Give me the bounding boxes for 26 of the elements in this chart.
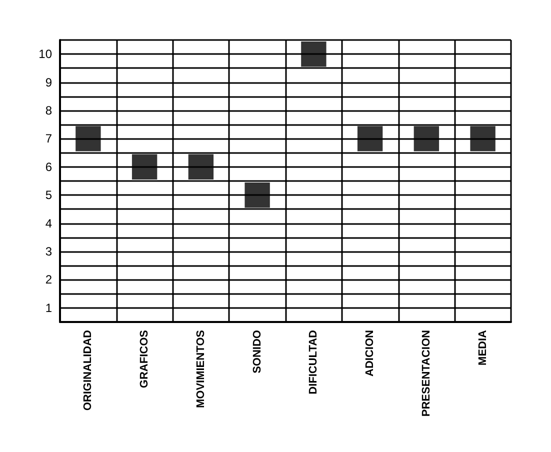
y-tick-label: 2 — [45, 272, 52, 287]
point — [470, 126, 496, 152]
x-tick-label: ADICION — [364, 330, 376, 376]
point — [132, 154, 158, 180]
point — [301, 42, 326, 67]
point — [76, 126, 101, 152]
point — [414, 126, 440, 152]
y-tick-label: 8 — [45, 104, 52, 118]
x-tick-label: ORIGINALIDAD — [82, 330, 94, 411]
y-tick-label: 10 — [38, 47, 52, 62]
y-tick-label: 7 — [45, 132, 52, 146]
y-tick-label: 3 — [45, 244, 52, 258]
y-tick-label: 5 — [45, 188, 52, 202]
x-tick-label: SONIDO — [251, 330, 264, 374]
x-tick-label: PRESENTACION — [420, 330, 432, 417]
y-tick-label: 4 — [45, 216, 52, 230]
x-tick-label: GRAFICOS — [138, 330, 151, 388]
y-tick-label: 9 — [45, 75, 52, 90]
x-tick-label: MOVIMIENTOS — [194, 330, 207, 408]
point — [357, 126, 383, 152]
point — [188, 154, 214, 180]
x-tick-label: MEDIA — [476, 330, 489, 366]
y-tick-label: 6 — [45, 160, 52, 174]
point — [244, 182, 270, 208]
y-tick-label: 1 — [45, 300, 52, 315]
x-tick-label: DIFICULTAD — [308, 330, 320, 394]
